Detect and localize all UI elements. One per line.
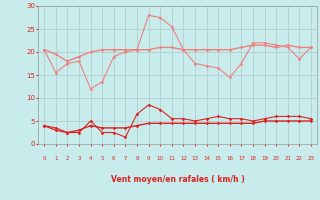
X-axis label: Vent moyen/en rafales ( km/h ): Vent moyen/en rafales ( km/h ) — [111, 175, 244, 184]
